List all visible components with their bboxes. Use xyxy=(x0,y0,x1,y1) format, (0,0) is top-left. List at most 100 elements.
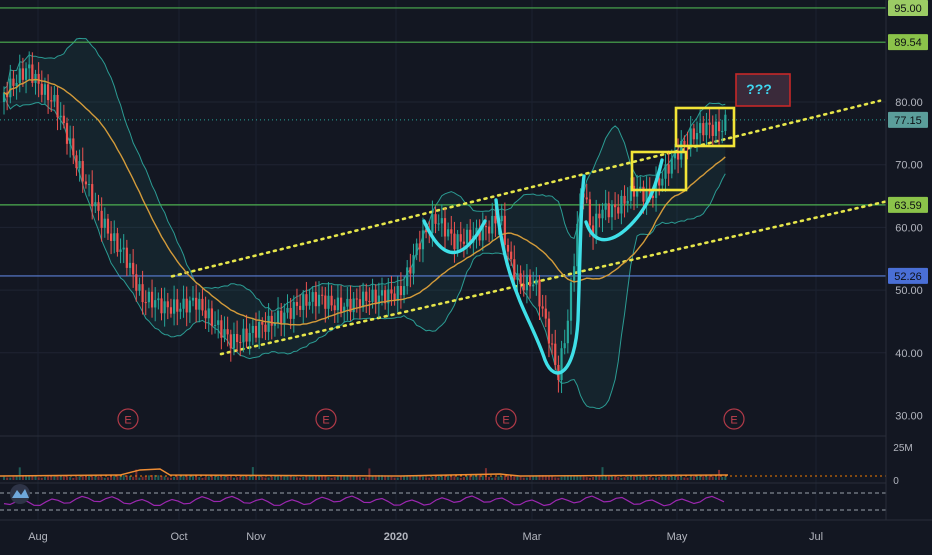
earnings-label: E xyxy=(322,415,329,427)
candle-body xyxy=(519,273,522,285)
volume-bar xyxy=(522,477,525,480)
volume-bar xyxy=(135,469,138,480)
time-axis-bg xyxy=(0,520,932,550)
price-axis-bg xyxy=(886,0,932,530)
candle-body xyxy=(654,178,658,198)
candle-body xyxy=(648,189,651,196)
candle-body xyxy=(651,195,654,198)
volume-bar xyxy=(122,475,125,480)
candle-body xyxy=(358,299,362,308)
channel-upper xyxy=(170,99,882,278)
candle-body xyxy=(607,203,610,218)
channel-lower xyxy=(219,199,890,356)
candle-body xyxy=(53,94,56,102)
candle-body xyxy=(18,68,21,83)
candle-body xyxy=(544,308,547,319)
volume-bar xyxy=(72,477,75,480)
volume-bar xyxy=(447,475,450,480)
candle-body xyxy=(40,83,43,95)
volume-bar xyxy=(261,476,264,480)
volume-bar xyxy=(456,477,459,480)
volume-bar xyxy=(598,475,601,480)
annotation-box[interactable]: ??? xyxy=(735,73,791,107)
volume-bar xyxy=(428,477,431,480)
volume-bar xyxy=(214,475,217,480)
volume-axis-label: 0 xyxy=(893,476,899,487)
candle-body xyxy=(24,68,28,80)
candle-body xyxy=(705,122,708,136)
candle-body xyxy=(554,343,557,365)
volume-bar xyxy=(469,475,472,480)
candle-body xyxy=(513,259,516,280)
volume-bar xyxy=(393,477,396,480)
price-axis[interactable]: 30.00 40.00 50.00 60.00 70.00 80.00 95.00 89.54… xyxy=(885,0,932,530)
volume-bar xyxy=(541,475,544,480)
candle-body xyxy=(380,290,384,296)
level-badge xyxy=(888,0,928,16)
candle-body xyxy=(169,307,173,314)
candle-body xyxy=(620,195,623,214)
candle-body xyxy=(393,293,396,301)
candle-body xyxy=(308,301,311,306)
volume-bar xyxy=(459,477,462,480)
candle-body xyxy=(213,324,217,326)
candle-body xyxy=(478,227,481,241)
lower-panes xyxy=(0,435,932,511)
volume-average xyxy=(0,468,729,477)
candle-body xyxy=(365,291,368,301)
candle-body xyxy=(94,202,97,207)
volume-bar xyxy=(497,476,500,480)
candle-body xyxy=(116,233,119,252)
candle-body xyxy=(84,181,87,185)
volume-bar xyxy=(585,477,588,480)
volume-bar xyxy=(56,475,59,480)
candle-body xyxy=(352,298,355,313)
candle-body xyxy=(97,202,100,211)
volume-bar xyxy=(100,476,103,480)
volume-bar xyxy=(138,477,141,480)
candle-body xyxy=(248,332,251,342)
volume-bar xyxy=(192,475,194,480)
candle-body xyxy=(626,200,629,204)
volume-bar xyxy=(699,475,702,480)
volume-bar xyxy=(147,475,150,480)
candle-body xyxy=(447,229,450,237)
candle-body xyxy=(56,94,59,118)
candle-body xyxy=(670,158,673,174)
volume-bar xyxy=(169,477,172,480)
earnings-label: E xyxy=(730,415,737,427)
pattern-right-handle xyxy=(584,158,664,242)
rsi-line xyxy=(3,495,725,507)
candle-body xyxy=(204,310,207,319)
candle-body xyxy=(387,289,390,304)
candle-body xyxy=(78,161,81,169)
volume-bar xyxy=(403,475,406,480)
candle-body xyxy=(15,82,18,86)
volume-bar xyxy=(277,475,280,480)
volume-bar xyxy=(292,476,295,480)
earnings-label: E xyxy=(124,415,131,427)
band-upper xyxy=(3,37,726,312)
volume-axis-label: 25M xyxy=(893,443,912,454)
candle-body xyxy=(267,315,270,332)
candle-body xyxy=(21,68,24,80)
volume-bar xyxy=(311,475,314,480)
volume-bar xyxy=(352,475,355,480)
volume-bar xyxy=(25,475,28,480)
volume-bar xyxy=(626,476,629,480)
candle-body xyxy=(683,140,686,145)
volume-bar xyxy=(43,476,46,480)
volume-bar xyxy=(579,475,582,480)
candle-body xyxy=(443,218,447,237)
volume-bar xyxy=(450,475,453,480)
volume-bar xyxy=(185,475,188,480)
volume-bar xyxy=(636,475,639,480)
candle-body xyxy=(610,204,614,218)
candle-body xyxy=(541,306,544,309)
time-axis[interactable]: Aug Oct Nov 2020 Mar May Jul xyxy=(0,519,932,550)
candle-body xyxy=(283,312,286,324)
candle-body xyxy=(188,300,191,313)
volume-bar xyxy=(160,475,163,480)
candle-body xyxy=(295,302,299,306)
